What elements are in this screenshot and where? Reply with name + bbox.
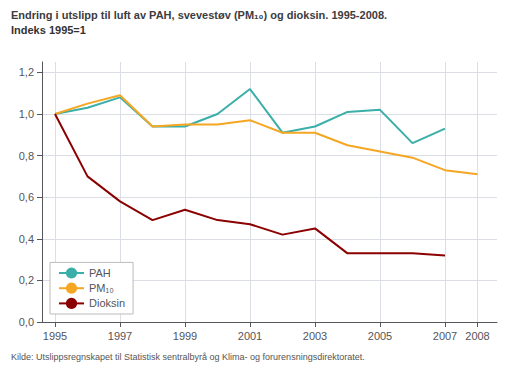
svg-text:2003: 2003 [303,330,327,342]
svg-text:Endring i utslipp til luft av: Endring i utslipp til luft av PAH, sveve… [11,9,387,21]
svg-text:1995: 1995 [43,330,67,342]
svg-text:Indeks 1995=1: Indeks 1995=1 [11,24,86,36]
svg-text:2008: 2008 [465,330,489,342]
svg-text:0,0: 0,0 [19,316,34,328]
svg-text:Dioksin: Dioksin [89,297,125,309]
svg-text:2001: 2001 [238,330,262,342]
svg-text:2007: 2007 [433,330,457,342]
svg-text:2005: 2005 [368,330,392,342]
svg-text:PM₁₀: PM₁₀ [89,282,114,294]
svg-text:1999: 1999 [173,330,197,342]
svg-text:0,4: 0,4 [19,233,34,245]
svg-text:1,0: 1,0 [19,108,34,120]
svg-text:Kilde: Utslippsregnskapet til: Kilde: Utslippsregnskapet til Statistisk… [11,352,365,362]
svg-text:0,6: 0,6 [19,191,34,203]
svg-text:1,2: 1,2 [19,66,34,78]
svg-text:PAH: PAH [89,267,111,279]
svg-text:0,2: 0,2 [19,274,34,286]
svg-text:0,8: 0,8 [19,150,34,162]
svg-text:1997: 1997 [108,330,132,342]
